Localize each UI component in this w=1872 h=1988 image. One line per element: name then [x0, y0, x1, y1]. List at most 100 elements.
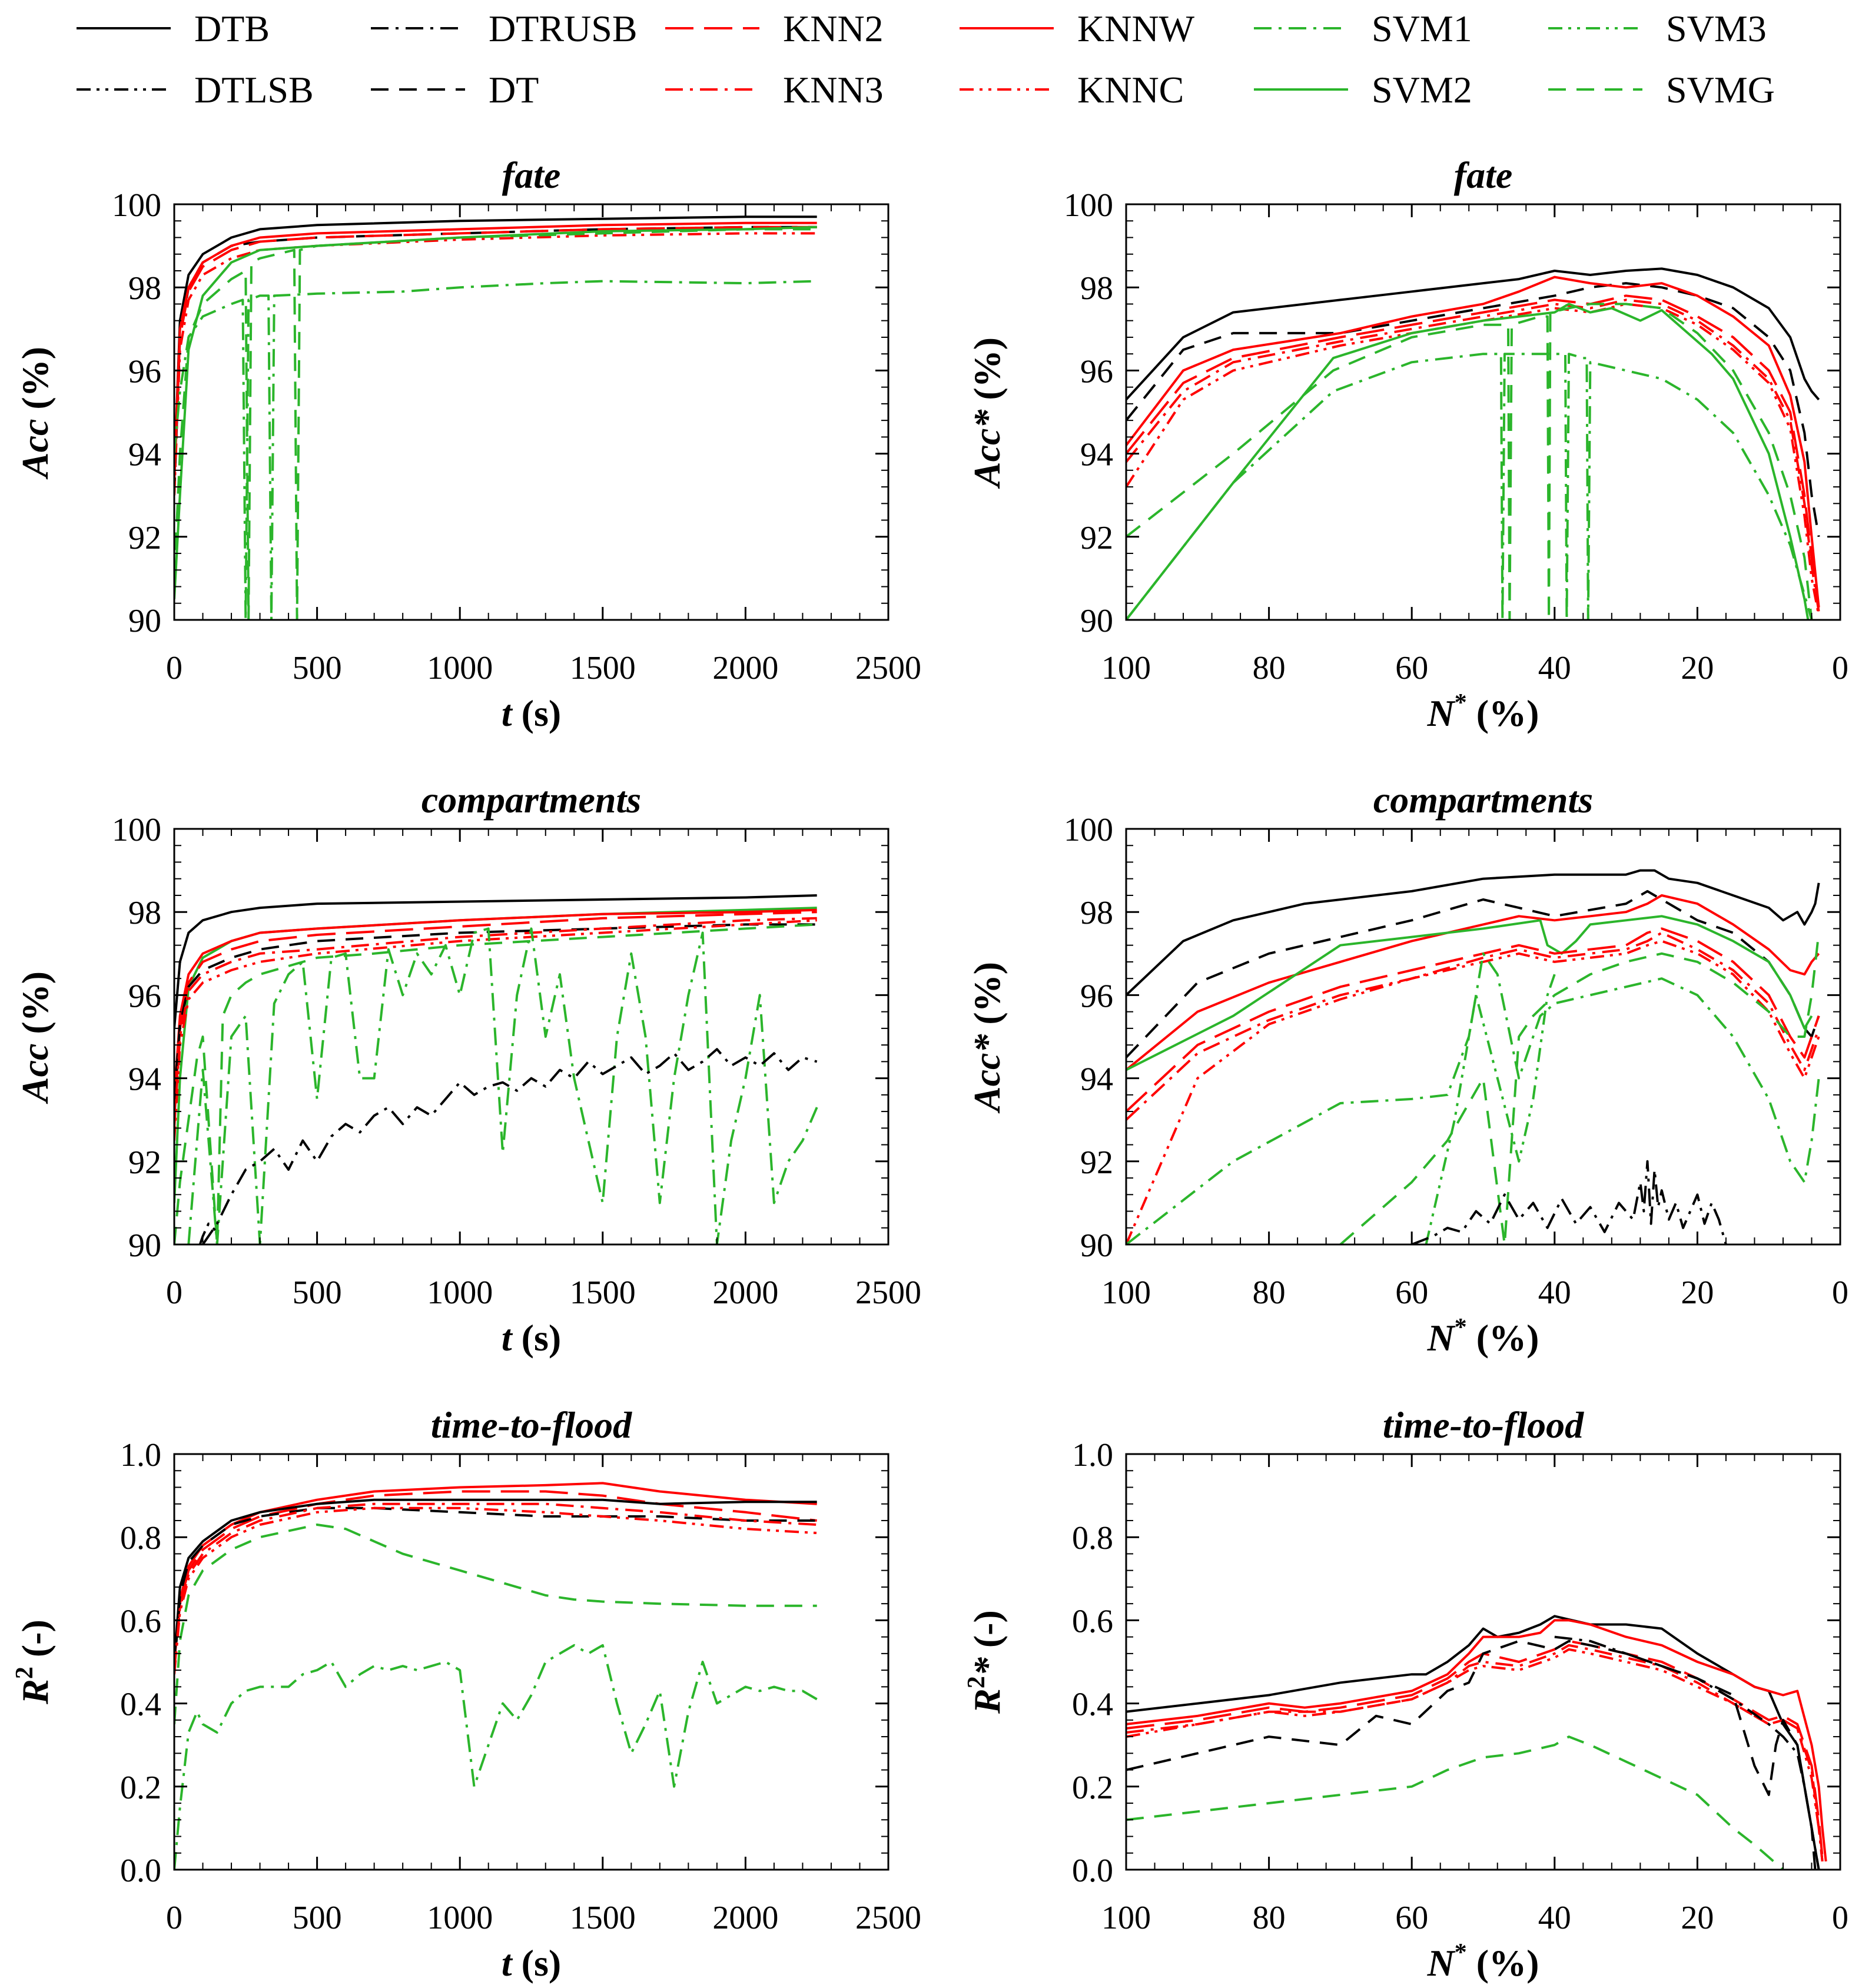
plot-frame	[173, 203, 889, 621]
x-tick-label: 100	[1101, 650, 1151, 686]
legend-label-knn3: KNN3	[783, 69, 884, 111]
series-line-dtb	[1126, 869, 1820, 996]
legend-item-dtrusb: DTRUSB	[371, 8, 638, 49]
plot-area	[174, 1482, 818, 1870]
y-axis-label-main: Acc	[14, 1044, 56, 1105]
x-tick-label: 2500	[855, 1275, 921, 1311]
x-axis-label-superscript: *	[1455, 1314, 1467, 1341]
x-axis-label: t (s)	[502, 692, 561, 734]
y-axis-label-main: R	[966, 1688, 1008, 1714]
y-tick-label: 90	[1080, 603, 1113, 639]
y-tick-label: 94	[1080, 1061, 1113, 1098]
y-tick-label: 94	[128, 437, 161, 473]
y-tick-label: 90	[128, 603, 161, 639]
y-tick-label: 92	[1080, 520, 1113, 556]
x-tick-label: 2500	[855, 650, 921, 686]
series-line-knnc	[174, 919, 817, 1141]
legend-label-svm1: SVM1	[1372, 8, 1472, 49]
x-axis-label-unit: (s)	[512, 692, 562, 734]
chart-panel-3-compartments: 0 500 1000 1500 2000 2500 90 92 94 96 98 100 compart…	[14, 779, 921, 1359]
x-axis-label-unit: (%)	[1467, 1942, 1539, 1984]
x-tick-label: 80	[1253, 650, 1286, 686]
series-line-knn2	[174, 1490, 817, 1662]
series-line-svmg	[1339, 932, 1820, 1244]
x-tick-label: 1500	[570, 1275, 636, 1311]
series-line-knnw	[174, 1482, 817, 1662]
x-axis-label: N* (%)	[1427, 1314, 1539, 1359]
y-axis-label-unit: (%)	[14, 971, 56, 1044]
legend-item-dtb: DTB	[77, 8, 270, 49]
y-tick-label: 94	[128, 1061, 161, 1098]
y-tick-label: 94	[1080, 437, 1113, 473]
x-tick-label: 1500	[570, 1900, 636, 1936]
y-axis-label-unit: (%)	[966, 962, 1008, 1034]
chart-title: fate	[502, 154, 561, 196]
series-line-knnw	[1126, 276, 1820, 608]
y-tick-label: 0.0	[1072, 1853, 1113, 1889]
x-axis-label-main: N	[1427, 1942, 1456, 1984]
legend-label-dtb: DTB	[194, 8, 270, 49]
x-tick-label: 0	[1832, 1900, 1848, 1936]
y-tick-label: 98	[128, 270, 161, 307]
x-axis-label-unit: (s)	[512, 1317, 562, 1359]
x-tick-label: 0	[166, 1900, 182, 1936]
series-line-dt	[1126, 282, 1820, 537]
y-tick-label: 0.6	[120, 1603, 161, 1639]
series-line-knn3	[1126, 1644, 1824, 1862]
x-tick-label: 2000	[712, 650, 778, 686]
x-tick-label: 40	[1538, 650, 1571, 686]
y-tick-label: 100	[1064, 812, 1113, 848]
legend-item-svm2: SVM2	[1254, 69, 1472, 111]
series-line-dtb	[174, 894, 817, 1029]
series-line-dtb	[1126, 267, 1820, 401]
legend-label-dtlsb: DTLSB	[194, 69, 314, 111]
series-line-svmg	[1126, 303, 1813, 620]
series-line-dt	[1126, 890, 1820, 1058]
series-line-knnc	[1126, 1648, 1824, 1862]
x-tick-label: 80	[1253, 1275, 1286, 1311]
plot-frame	[173, 1453, 889, 1871]
y-tick-label: 90	[128, 1227, 161, 1264]
y-tick-label: 96	[128, 353, 161, 390]
series-line-dtrusb	[1554, 1635, 1820, 1870]
series-line-knnc	[174, 1506, 817, 1675]
y-tick-label: 0.6	[1072, 1603, 1113, 1639]
x-tick-label: 2000	[712, 1275, 778, 1311]
series-line-svm1	[1126, 353, 1813, 620]
x-tick-label: 100	[1101, 1275, 1151, 1311]
plot-area	[1126, 869, 1820, 1244]
legend-item-knnw: KNNW	[960, 8, 1195, 49]
x-axis-label-superscript: *	[1455, 689, 1467, 716]
series-line-svmg	[174, 923, 817, 1244]
plot-area	[1126, 267, 1820, 620]
series-line-svmg	[1126, 1735, 1785, 1870]
chart-title: compartments	[421, 779, 641, 821]
y-axis-label-main: Acc*	[966, 409, 1008, 490]
series-line-knn3	[174, 1502, 817, 1671]
series-line-knn3	[174, 917, 817, 1129]
x-tick-label: 1500	[570, 650, 636, 686]
y-tick-label: 100	[112, 187, 161, 224]
y-axis-label: Acc (%)	[14, 347, 56, 480]
x-tick-label: 500	[293, 1900, 342, 1936]
y-tick-label: 96	[1080, 978, 1113, 1014]
y-tick-label: 98	[1080, 270, 1113, 307]
series-line-svmg	[174, 228, 817, 620]
x-tick-label: 1000	[427, 650, 493, 686]
x-tick-label: 20	[1681, 650, 1714, 686]
plot-frame	[1125, 1453, 1841, 1871]
legend-label-dt: DT	[489, 69, 539, 111]
y-axis-label-unit: (-)	[14, 1619, 56, 1667]
y-tick-label: 0.4	[120, 1687, 161, 1723]
y-axis-label-superscript: 2	[963, 1676, 990, 1688]
legend: DTB DTRUSB KNN2 KNNW SVM1 SVM3 DTLSB DT KNN3 KNNC…	[77, 8, 1775, 111]
series-line-knn3	[1126, 931, 1820, 1121]
series-line-dt	[1126, 1639, 1817, 1870]
series-line-svm2	[1126, 915, 1813, 1071]
series-line-svm2	[1126, 303, 1810, 620]
x-tick-label: 500	[293, 1275, 342, 1311]
series-line-knnc	[174, 232, 817, 496]
